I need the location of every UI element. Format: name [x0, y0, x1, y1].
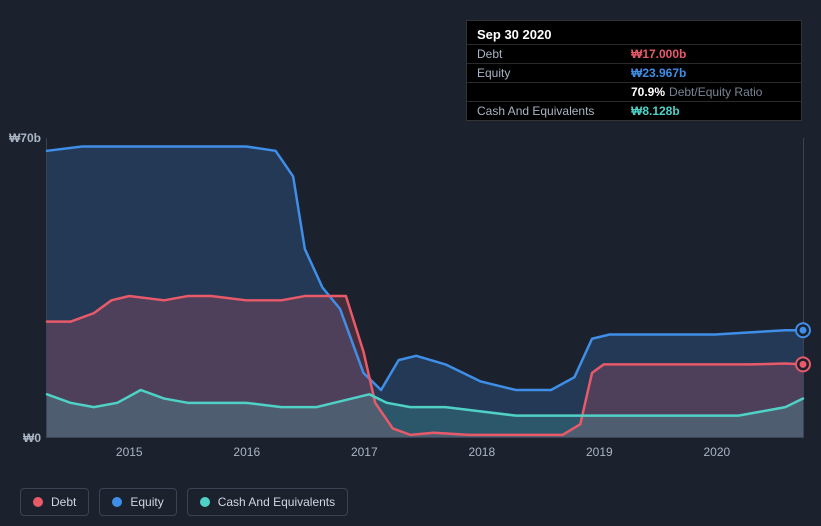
legend-item[interactable]: Equity [99, 488, 176, 516]
x-axis-tick-label: 2015 [116, 445, 143, 459]
tooltip-row-label [477, 85, 631, 99]
chart-legend: Debt Equity Cash And Equivalents [20, 488, 348, 516]
x-axis-tick-label: 2019 [586, 445, 613, 459]
chart-tooltip: Sep 30 2020 Debt₩17.000bEquity₩23.967b70… [466, 20, 802, 121]
x-axis-tick-label: 2020 [704, 445, 731, 459]
y-axis-tick-label: ₩70b [9, 131, 41, 145]
legend-label: Equity [130, 495, 163, 509]
tooltip-row-suffix: Debt/Equity Ratio [669, 85, 762, 99]
tooltip-row: 70.9%Debt/Equity Ratio [467, 82, 801, 101]
plot-area[interactable]: ₩0₩70b201520162017201820192020 [46, 138, 804, 438]
tooltip-row-value: ₩17.000b [631, 47, 686, 61]
legend-item[interactable]: Cash And Equivalents [187, 488, 348, 516]
tooltip-row-label: Cash And Equivalents [477, 104, 631, 118]
tooltip-row-label: Equity [477, 66, 631, 80]
tooltip-date: Sep 30 2020 [467, 21, 801, 44]
x-axis-tick-label: 2017 [351, 445, 378, 459]
series-end-marker [796, 357, 810, 371]
x-axis-tick-label: 2016 [233, 445, 260, 459]
x-axis-tick-label: 2018 [468, 445, 495, 459]
chart-svg [47, 138, 803, 437]
debt-equity-chart: ₩0₩70b201520162017201820192020 [16, 118, 806, 458]
tooltip-row-label: Debt [477, 47, 631, 61]
legend-label: Debt [51, 495, 76, 509]
legend-swatch [112, 497, 122, 507]
tooltip-row-value: ₩8.128b [631, 104, 680, 118]
legend-swatch [33, 497, 43, 507]
tooltip-row: Debt₩17.000b [467, 44, 801, 63]
tooltip-row: Cash And Equivalents₩8.128b [467, 101, 801, 120]
tooltip-row: Equity₩23.967b [467, 63, 801, 82]
series-end-marker [796, 323, 810, 337]
legend-swatch [200, 497, 210, 507]
y-axis-tick-label: ₩0 [23, 431, 41, 445]
legend-label: Cash And Equivalents [218, 495, 335, 509]
tooltip-row-value: 70.9%Debt/Equity Ratio [631, 85, 762, 99]
tooltip-row-value: ₩23.967b [631, 66, 686, 80]
legend-item[interactable]: Debt [20, 488, 89, 516]
